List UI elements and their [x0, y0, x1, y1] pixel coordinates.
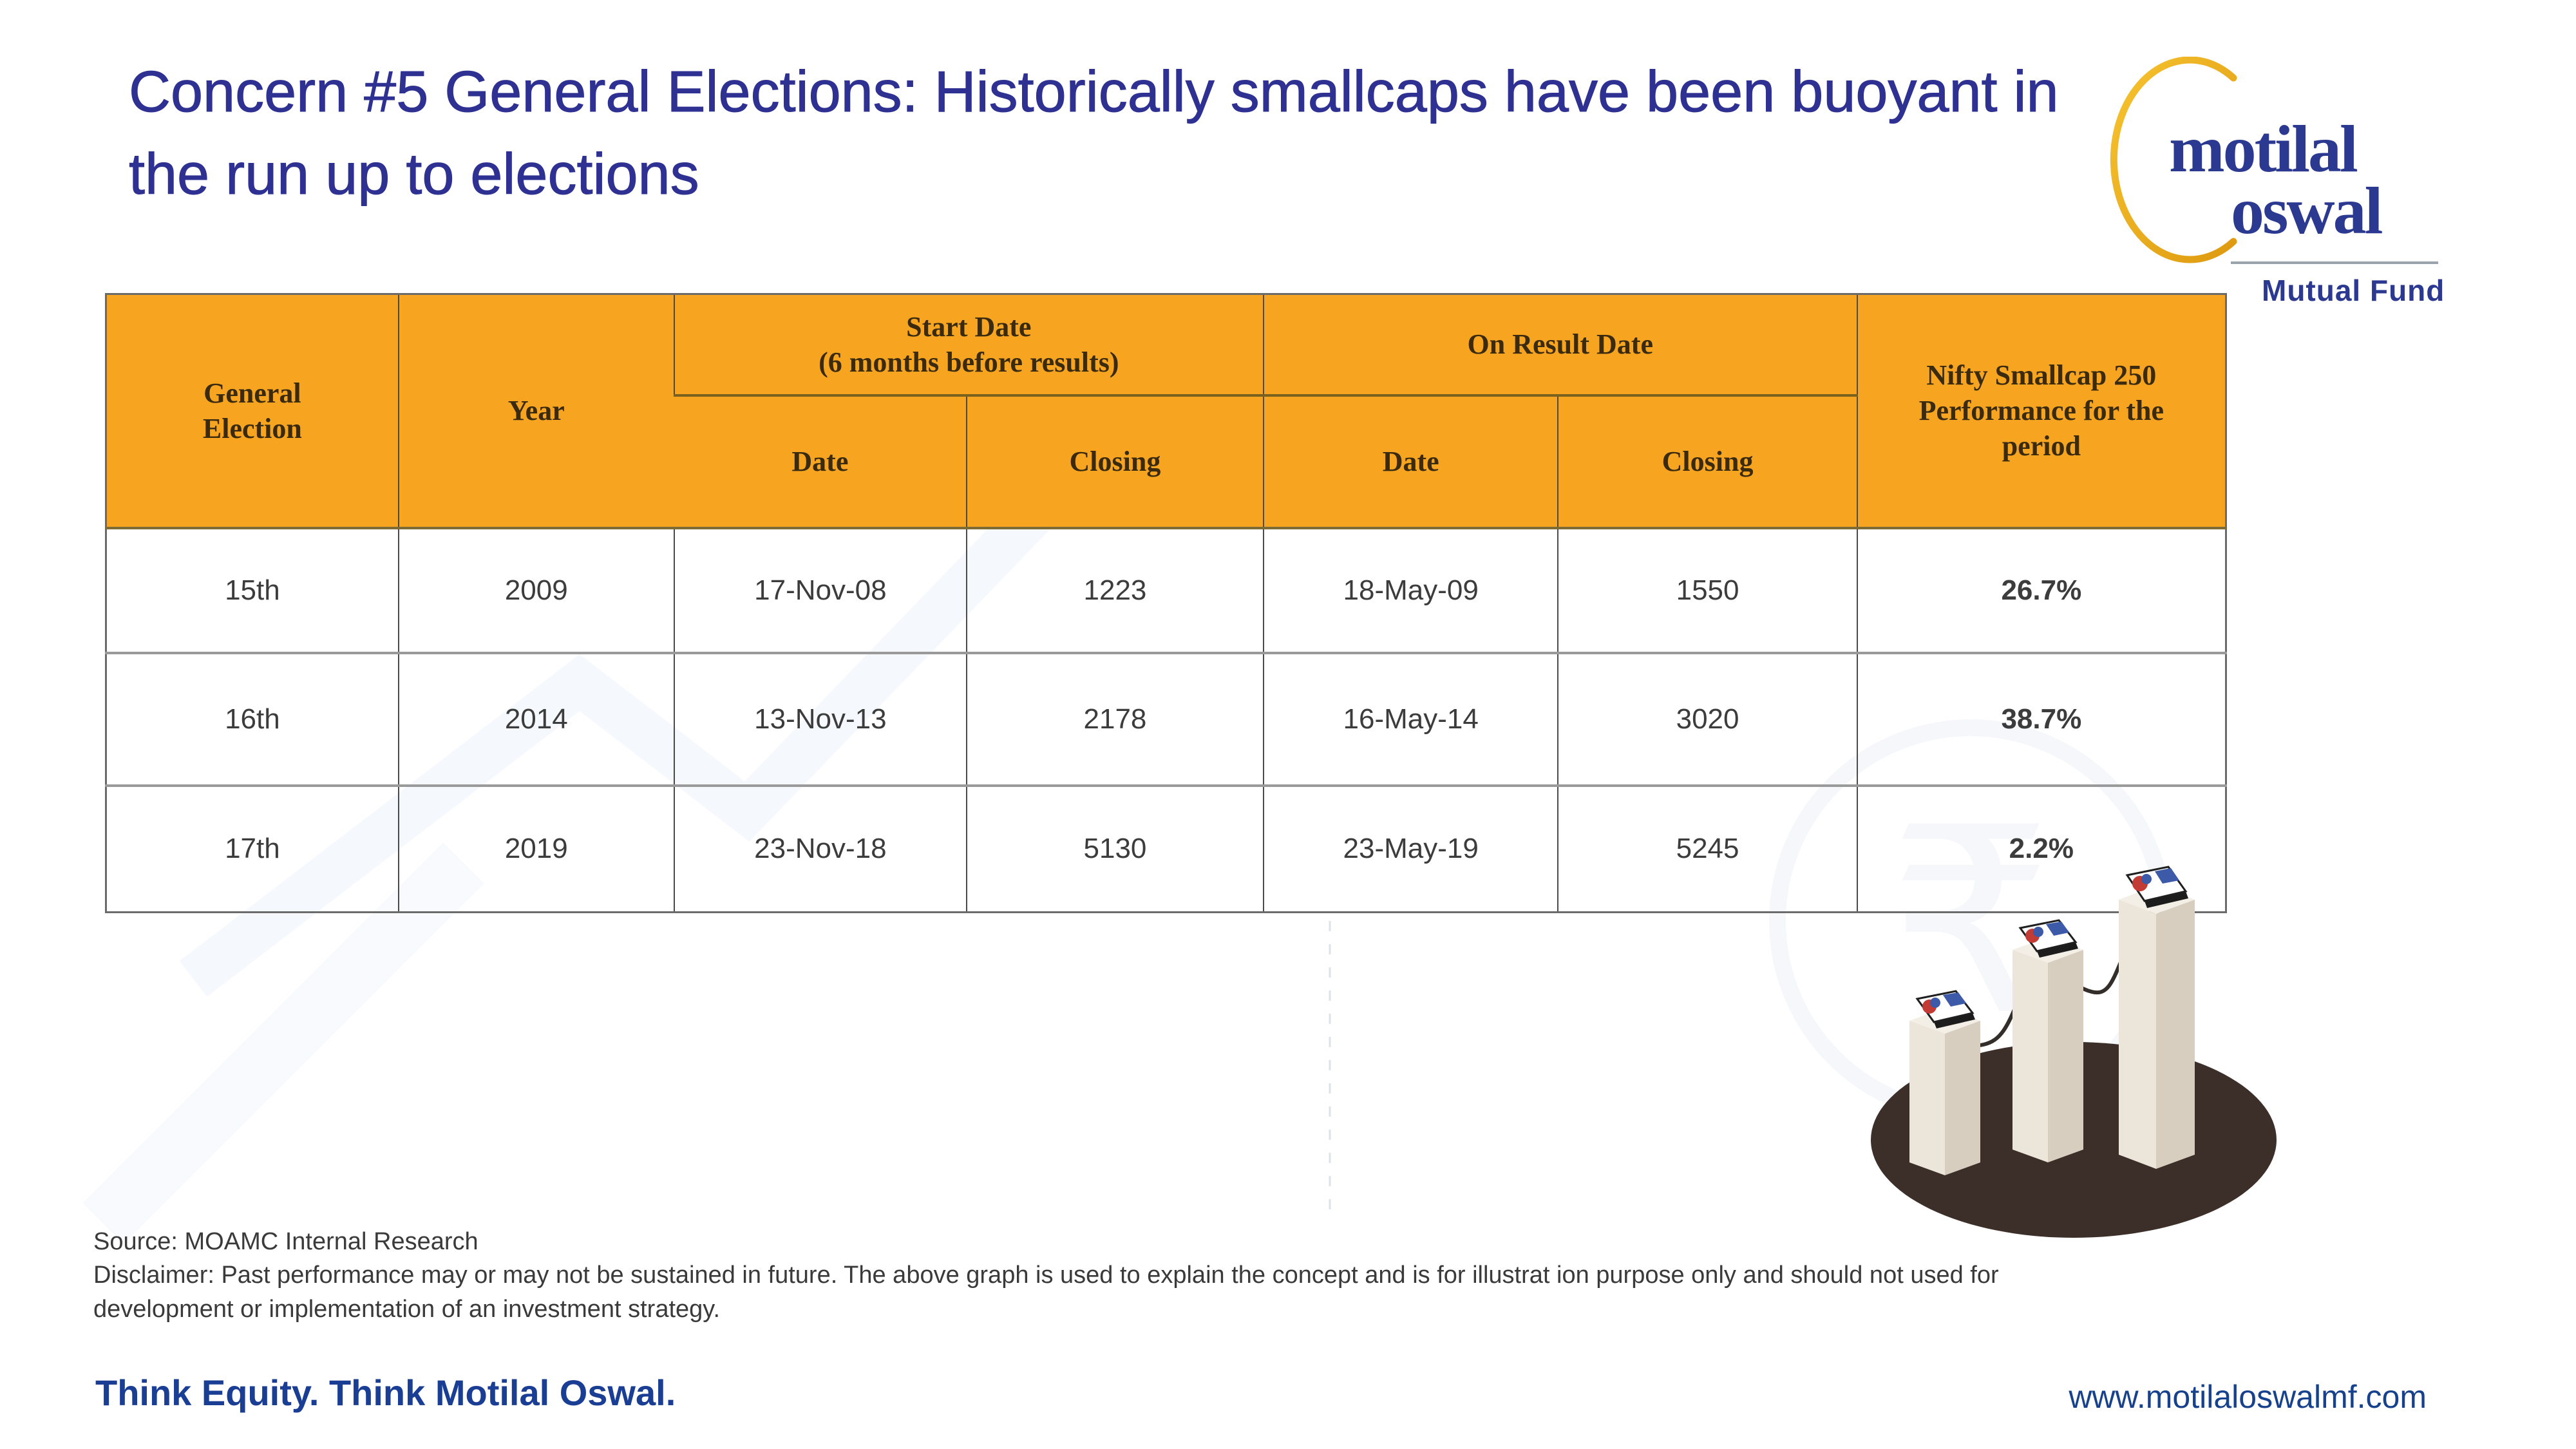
table-row: 17th 2019 23-Nov-18 5130 23-May-19 5245 …: [106, 784, 2226, 913]
header-group-row: General Election Year Start Date (6 mont…: [106, 294, 2226, 529]
performance-cell: 26.7%: [1856, 527, 2226, 653]
logo-word-motilal: motilal: [2169, 112, 2358, 186]
start-date-cell: 17-Nov-08: [673, 527, 967, 653]
header-result-date: Date: [1262, 395, 1558, 529]
logo-tagline: Mutual Fund: [2262, 274, 2445, 307]
disclaimer-note-line2: development or implementation of an inve…: [93, 1295, 721, 1323]
start-closing-cell: 2178: [966, 651, 1264, 786]
result-closing-cell: 3020: [1557, 651, 1857, 786]
header-general-election: General Election: [106, 294, 399, 529]
result-date-cell: 16-May-14: [1262, 651, 1558, 786]
start-closing-cell: 5130: [966, 784, 1264, 913]
table-row: 16th 2014 13-Nov-13 2178 16-May-14 3020 …: [106, 651, 2226, 786]
elections-table: General Election Year Start Date (6 mont…: [105, 293, 2227, 913]
header-start-date: Date: [674, 395, 967, 529]
election-cell: 16th: [106, 651, 399, 786]
result-closing-cell: 5245: [1557, 784, 1857, 913]
start-date-cell: 23-Nov-18: [673, 784, 967, 913]
result-closing-cell: 1550: [1557, 527, 1857, 653]
footer-tagline: Think Equity. Think Motilal Oswal.: [95, 1372, 676, 1413]
page-title-line1: Concern #5 General Elections: Historical…: [129, 60, 2060, 125]
header-on-result-date-group: On Result Date: [1262, 294, 1857, 397]
start-date-cell: 13-Nov-13: [673, 651, 967, 786]
start-closing-cell: 1223: [966, 527, 1264, 653]
voting-booths-illustration-icon: [1871, 866, 2277, 1238]
logo-divider: [2231, 261, 2438, 264]
disclaimer-note-line1: Disclaimer: Past performance may or may …: [93, 1262, 1999, 1289]
performance-cell: 38.7%: [1856, 651, 2226, 786]
header-start-date-group: Start Date (6 months before results): [673, 294, 1264, 397]
election-cell: 15th: [225, 574, 280, 606]
header-performance: Nifty Smallcap 250 Performance for the p…: [1856, 294, 2226, 529]
header-start-date-note: (6 months before results): [819, 346, 1119, 378]
header-sub-row: Date Closing Date Closing: [106, 395, 2226, 529]
source-note: Source: MOAMC Internal Research: [93, 1228, 478, 1255]
page-title: Concern #5 General Elections: Historical…: [129, 52, 2138, 216]
year-cell: 2019: [397, 784, 674, 913]
result-date-cell: 18-May-09: [1262, 527, 1558, 653]
year-cell: 2014: [397, 651, 674, 786]
year-cell: 2009: [397, 527, 674, 653]
gold-ellipse-icon: [2110, 57, 2237, 263]
notes-block: Source: MOAMC Internal Research Disclaim…: [93, 1225, 2225, 1326]
header-start-date-title: Start Date: [906, 310, 1032, 343]
result-date-cell: 23-May-19: [1262, 784, 1558, 913]
logo-word-oswal: oswal: [2231, 174, 2383, 248]
header-result-closing: Closing: [1557, 395, 1857, 529]
footer-website: www.motilaloswalmf.com: [2069, 1379, 2427, 1415]
election-cell: 17th: [106, 784, 399, 913]
brand-logo: motilal oswal Mutual Fund: [2093, 57, 2467, 307]
elections-table-container: General Election Year Start Date (6 mont…: [105, 293, 2227, 913]
header-year: Year: [397, 294, 674, 529]
header-start-closing: Closing: [966, 395, 1264, 529]
page-title-line2: the run up to elections: [129, 142, 700, 207]
table-row: 15th 2009 17-Nov-08 1223 18-May-09 1550 …: [106, 527, 2226, 653]
